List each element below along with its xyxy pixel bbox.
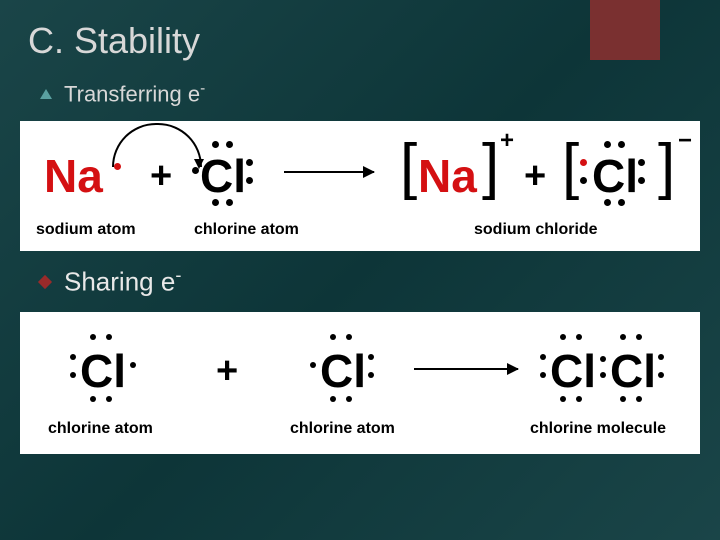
charge-plus: +: [500, 127, 514, 155]
bullet-sharing: Sharing e-: [0, 265, 720, 298]
electron-dot: [330, 396, 336, 402]
electron-dot: [576, 396, 582, 402]
accent-block: [590, 0, 660, 60]
cl-atom-b: Cl: [320, 344, 366, 398]
electron-dot: [638, 177, 645, 184]
caption-chlorine_atom: chlorine atom: [194, 221, 299, 239]
electron-dot: [106, 396, 112, 402]
electron-dot: [638, 159, 645, 166]
electron-dot: [576, 334, 582, 340]
bracket-l-1: [: [400, 131, 417, 202]
caption-chlorine_atom1: chlorine atom: [48, 420, 153, 438]
electron-dot: [346, 334, 352, 340]
electron-dot: [604, 199, 611, 206]
electron-dot: [604, 141, 611, 148]
sharing-sup: -: [175, 265, 181, 285]
electron-dot: [70, 372, 76, 378]
electron-dot: [540, 354, 546, 360]
bracket-r-2: ]: [658, 131, 675, 202]
diagram-ionic: Na+Cl[Na]++[Cl]−sodium atomchlorine atom…: [20, 121, 700, 251]
electron-dot: [114, 163, 121, 170]
electron-dot: [246, 159, 253, 166]
na-atom-1: Na: [44, 149, 103, 203]
electron-dot: [618, 141, 625, 148]
electron-dot: [560, 334, 566, 340]
electron-dot: [192, 167, 199, 174]
electron-transfer-arrow: [112, 123, 202, 167]
electron-dot: [226, 199, 233, 206]
electron-dot: [620, 396, 626, 402]
electron-dot: [620, 334, 626, 340]
bullet-transferring: Transferring e-: [0, 80, 720, 107]
diagram-covalent: Cl + Cl Cl Cl chlorine atom chlorine atom chlor…: [20, 312, 700, 454]
electron-dot: [658, 372, 664, 378]
electron-dot: [130, 362, 136, 368]
reaction-arrow: [284, 171, 374, 173]
electron-dot: [70, 354, 76, 360]
cl-ion: Cl: [592, 149, 638, 203]
electron-dot: [540, 372, 546, 378]
charge-minus: −: [678, 127, 692, 155]
electron-dot: [600, 372, 606, 378]
caption-chlorine_molecule: chlorine molecule: [530, 420, 666, 438]
electron-dot: [226, 141, 233, 148]
bullet-text-transferring: Transferring e-: [64, 80, 205, 107]
sharing-label: Sharing e: [64, 267, 175, 297]
bracket-l-2: [: [562, 131, 579, 202]
electron-dot: [600, 356, 606, 362]
plus-3: +: [216, 350, 238, 393]
plus-2: +: [524, 155, 546, 198]
electron-dot: [580, 177, 587, 184]
electron-dot: [212, 199, 219, 206]
electron-dot: [346, 396, 352, 402]
caption-sodium_atom: sodium atom: [36, 221, 136, 239]
electron-dot: [636, 334, 642, 340]
bullet-text-sharing: Sharing e-: [64, 265, 181, 298]
electron-dot: [618, 199, 625, 206]
transferring-label: Transferring e: [64, 81, 200, 106]
cl-mol-2: Cl: [610, 344, 656, 398]
na-ion: Na: [418, 149, 477, 203]
reaction-arrow-2: [414, 368, 518, 370]
electron-dot: [90, 334, 96, 340]
electron-dot: [368, 354, 374, 360]
bullet-icon: [40, 89, 52, 99]
electron-dot: [212, 141, 219, 148]
electron-dot: [658, 354, 664, 360]
electron-dot: [636, 396, 642, 402]
electron-dot: [580, 159, 587, 166]
electron-dot: [246, 177, 253, 184]
electron-dot: [310, 362, 316, 368]
caption-sodium_chloride: sodium chloride: [474, 221, 598, 239]
bracket-r-1: ]: [482, 131, 499, 202]
electron-dot: [330, 334, 336, 340]
transferring-sup: -: [200, 80, 205, 97]
electron-dot: [106, 334, 112, 340]
electron-dot: [560, 396, 566, 402]
electron-dot: [90, 396, 96, 402]
caption-chlorine_atom2: chlorine atom: [290, 420, 395, 438]
cl-mol-1: Cl: [550, 344, 596, 398]
bullet-icon-red: [38, 275, 52, 289]
electron-dot: [368, 372, 374, 378]
cl-atom-1: Cl: [200, 149, 246, 203]
cl-atom-a: Cl: [80, 344, 126, 398]
